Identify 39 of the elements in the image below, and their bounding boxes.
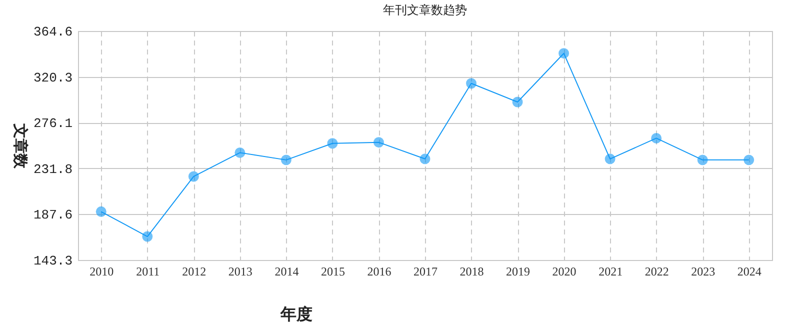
point [234, 147, 246, 158]
point [142, 231, 153, 242]
x-tick-label: 2024 [737, 264, 762, 278]
x-tick-label: 2018 [460, 264, 484, 278]
x-tick-label: 2021 [598, 264, 623, 278]
x-tick-label: 2014 [274, 264, 299, 278]
point [697, 154, 708, 166]
y-tick-label: 276.1 [33, 116, 73, 132]
y-tick-label: 320.3 [33, 70, 72, 86]
x-axis-title: 年度 [280, 304, 312, 324]
x-tick-label: 2011 [136, 264, 160, 278]
x-tick-label: 2013 [228, 264, 252, 278]
y-tick-label: 143.3 [33, 254, 72, 268]
x-tick-label: 2012 [182, 264, 206, 278]
x-tick-label: 2015 [320, 264, 345, 278]
chart-title: 年刊文章数趋势 [383, 3, 467, 17]
x-tick-label: 2016 [367, 264, 392, 278]
y-axis-title: 文章数 [12, 122, 30, 170]
x-tick-label: 2022 [644, 264, 669, 278]
point [466, 78, 477, 89]
point [744, 154, 754, 166]
point [604, 154, 616, 164]
point [96, 206, 106, 217]
point [558, 48, 570, 59]
point [373, 137, 384, 148]
point [188, 171, 199, 182]
x-tick-label: 2020 [552, 264, 576, 278]
y-tick-label: 364.6 [33, 24, 72, 40]
y-tick-label: 187.6 [33, 208, 72, 223]
x-tick-label: 2023 [691, 264, 716, 278]
point [512, 96, 523, 108]
point [280, 154, 292, 166]
x-tick-label: 2019 [506, 264, 530, 278]
point [327, 138, 338, 149]
point [651, 132, 662, 144]
x-tick-label: 2017 [414, 264, 438, 278]
x-tick-label: 2010 [90, 264, 114, 278]
point [420, 154, 430, 164]
y-tick-label: 231.8 [33, 162, 72, 177]
